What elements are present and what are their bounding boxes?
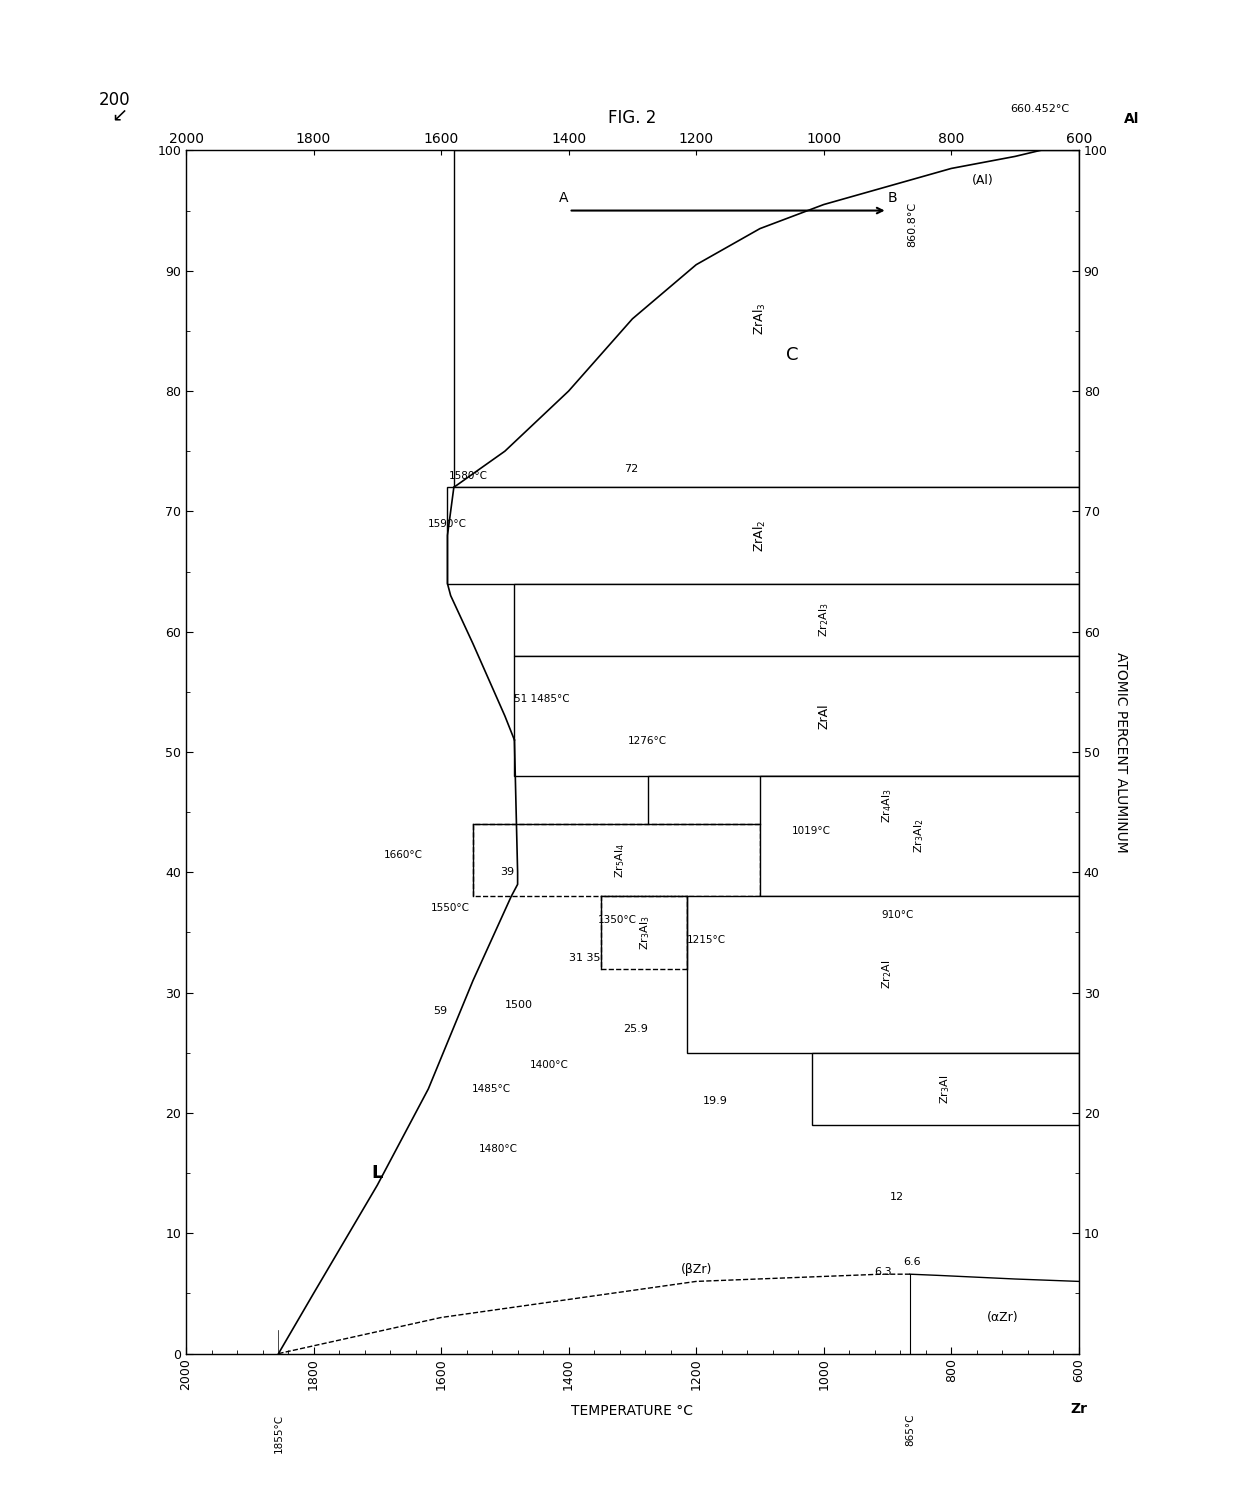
Text: 19.9: 19.9 <box>703 1096 728 1105</box>
Text: 1480°C: 1480°C <box>479 1145 517 1154</box>
Text: 6.3: 6.3 <box>874 1266 893 1277</box>
Text: 1580°C: 1580°C <box>449 471 487 481</box>
Text: 72: 72 <box>625 465 639 474</box>
Text: 59: 59 <box>433 1006 448 1015</box>
Text: Zr$_4$Al$_3$: Zr$_4$Al$_3$ <box>880 788 894 824</box>
Text: 860.8°C: 860.8°C <box>908 202 918 247</box>
Text: 1660°C: 1660°C <box>383 850 423 860</box>
X-axis label: TEMPERATURE °C: TEMPERATURE °C <box>572 1405 693 1418</box>
Text: ZrAl: ZrAl <box>817 702 831 729</box>
Text: ZrAl$_3$: ZrAl$_3$ <box>751 302 768 335</box>
Text: Zr$_2$Al: Zr$_2$Al <box>880 960 894 990</box>
Text: 1485°C: 1485°C <box>472 1084 511 1093</box>
Text: 1019°C: 1019°C <box>792 826 831 836</box>
Text: 910°C: 910°C <box>882 910 914 920</box>
Text: Zr$_5$Al$_4$: Zr$_5$Al$_4$ <box>613 842 626 878</box>
Text: 1855°C: 1855°C <box>274 1414 284 1453</box>
Text: 1276°C: 1276°C <box>629 735 667 746</box>
Text: 25.9: 25.9 <box>624 1024 649 1033</box>
Text: ↙: ↙ <box>112 105 128 125</box>
Bar <box>687 896 1079 1053</box>
Text: B: B <box>888 191 897 205</box>
Text: 1590°C: 1590°C <box>428 519 467 529</box>
Bar <box>600 896 687 969</box>
Text: 865°C: 865°C <box>905 1414 915 1447</box>
Bar <box>515 656 1079 776</box>
Text: ZrAl$_2$: ZrAl$_2$ <box>751 519 768 552</box>
Bar <box>472 824 760 896</box>
Text: Zr$_3$Al$_3$: Zr$_3$Al$_3$ <box>639 914 652 951</box>
Bar <box>515 584 1079 656</box>
Bar <box>812 1053 1079 1125</box>
Text: 6.6: 6.6 <box>904 1257 921 1266</box>
Text: L: L <box>372 1164 383 1182</box>
Text: 1400°C: 1400°C <box>529 1060 569 1069</box>
Text: 31 35: 31 35 <box>569 952 600 963</box>
Text: 200: 200 <box>99 92 131 110</box>
Bar <box>760 776 1079 896</box>
Bar <box>454 150 1079 487</box>
Text: Zr$_2$Al$_3$: Zr$_2$Al$_3$ <box>817 602 831 638</box>
Text: (βZr): (βZr) <box>681 1263 712 1275</box>
Text: (Al): (Al) <box>972 174 994 186</box>
Text: C: C <box>786 346 799 364</box>
Text: 1215°C: 1215°C <box>687 934 725 945</box>
Bar <box>448 487 1079 584</box>
Text: Zr$_3$Al: Zr$_3$Al <box>937 1074 952 1104</box>
Text: 39: 39 <box>500 868 515 877</box>
Text: 1500: 1500 <box>505 1000 533 1009</box>
Bar <box>647 776 1079 836</box>
Text: (αZr): (αZr) <box>987 1311 1018 1324</box>
Text: Zr: Zr <box>1070 1402 1087 1415</box>
Text: 660.452°C: 660.452°C <box>1011 104 1070 114</box>
Y-axis label: ATOMIC PERCENT ALUMINUM: ATOMIC PERCENT ALUMINUM <box>1115 651 1128 853</box>
Text: 12: 12 <box>890 1193 904 1202</box>
Text: Zr$_3$Al$_2$: Zr$_3$Al$_2$ <box>913 820 926 853</box>
Text: Al: Al <box>1123 113 1138 126</box>
Text: 1550°C: 1550°C <box>430 904 470 913</box>
Text: A: A <box>559 191 569 205</box>
Text: 51 1485°C: 51 1485°C <box>515 693 570 704</box>
Title: FIG. 2: FIG. 2 <box>608 108 657 126</box>
Text: 1350°C: 1350°C <box>598 916 636 925</box>
